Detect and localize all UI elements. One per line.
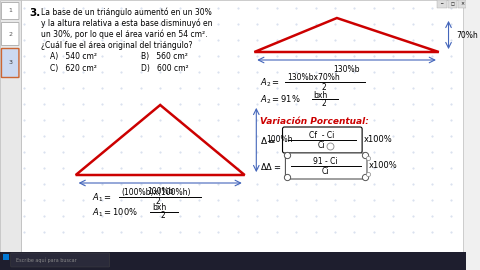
- Text: 3: 3: [8, 60, 12, 66]
- Text: 130%b: 130%b: [333, 65, 360, 73]
- Text: (100%b)x(100%h): (100%b)x(100%h): [121, 188, 191, 197]
- Text: C)   620 cm²: C) 620 cm²: [50, 63, 97, 73]
- Bar: [437, 0, 446, 8]
- Text: Escribe aquí para buscar: Escribe aquí para buscar: [15, 257, 76, 263]
- Text: 100%b: 100%b: [147, 187, 173, 197]
- Bar: [3, 254, 9, 260]
- Bar: [458, 0, 466, 8]
- Text: ¿Cuál fue el área original del triángulo?: ¿Cuál fue el área original del triángulo…: [41, 40, 192, 49]
- Text: 130%bx70%h: 130%bx70%h: [288, 73, 340, 83]
- Text: x100%: x100%: [369, 161, 397, 170]
- Text: A)   540 cm²: A) 540 cm²: [50, 52, 97, 62]
- Text: un 30%, por lo que el área varió en 54 cm².: un 30%, por lo que el área varió en 54 c…: [41, 29, 207, 39]
- FancyBboxPatch shape: [11, 253, 110, 267]
- Text: B)   560 cm²: B) 560 cm²: [141, 52, 188, 62]
- Text: bxh: bxh: [313, 90, 328, 100]
- Text: x100%: x100%: [364, 136, 393, 144]
- Text: $A_1=100\%$: $A_1=100\%$: [92, 207, 138, 219]
- FancyBboxPatch shape: [1, 49, 19, 77]
- Text: $A_1=$: $A_1=$: [92, 192, 112, 204]
- Text: 3.: 3.: [29, 8, 40, 18]
- Text: 2: 2: [156, 197, 161, 205]
- Text: Ci: Ci: [318, 141, 325, 150]
- Text: Variación Porcentual:: Variación Porcentual:: [260, 117, 369, 127]
- FancyBboxPatch shape: [286, 153, 367, 179]
- Text: $\Delta\Delta =$: $\Delta\Delta =$: [260, 160, 281, 171]
- Text: 2: 2: [8, 32, 12, 36]
- Text: $A_2=$: $A_2=$: [260, 77, 280, 89]
- Bar: [0, 0, 21, 252]
- Text: 91 - Ci: 91 - Ci: [313, 157, 337, 166]
- Bar: [0, 252, 466, 270]
- Text: y la altura relativa a esta base disminuyó en: y la altura relativa a esta base disminu…: [41, 18, 212, 28]
- Text: Ci: Ci: [322, 167, 329, 177]
- Text: 2: 2: [322, 83, 326, 92]
- Text: 100%h: 100%h: [266, 136, 292, 144]
- Text: □: □: [450, 2, 455, 6]
- Text: La base de un triángulo aumentó en un 30%: La base de un triángulo aumentó en un 30…: [41, 7, 212, 17]
- Text: $\Delta =$: $\Delta =$: [260, 134, 276, 146]
- Text: ×: ×: [460, 2, 464, 6]
- Text: 70%h: 70%h: [456, 31, 478, 39]
- Text: 2: 2: [322, 100, 326, 109]
- Text: bxh: bxh: [153, 204, 167, 212]
- Text: $A_2=91\%$: $A_2=91\%$: [260, 94, 301, 106]
- FancyBboxPatch shape: [1, 22, 19, 46]
- Text: D)   600 cm²: D) 600 cm²: [141, 63, 188, 73]
- FancyBboxPatch shape: [1, 2, 19, 19]
- Bar: [447, 0, 457, 8]
- Text: Cf  - Ci: Cf - Ci: [309, 130, 334, 140]
- Text: 1: 1: [8, 8, 12, 14]
- FancyBboxPatch shape: [283, 127, 362, 153]
- Text: 2: 2: [161, 211, 166, 221]
- Text: ─: ─: [441, 2, 443, 6]
